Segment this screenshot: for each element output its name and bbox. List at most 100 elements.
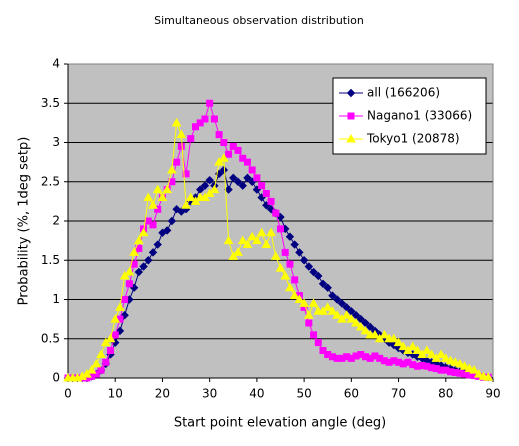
marker [86,365,97,374]
y-tick-label: 3.5 [41,96,60,110]
marker [285,282,295,292]
marker [445,355,456,365]
y-tick-label: 1 [52,292,60,306]
marker [157,192,168,201]
marker [393,337,404,347]
marker [96,349,106,358]
marker [289,290,300,300]
marker [210,115,218,123]
marker [455,358,465,368]
y-tick-label: 0.5 [41,331,60,345]
y-tick-label: 2.5 [41,174,60,188]
marker [309,267,318,277]
marker [200,181,210,190]
marker [139,262,148,271]
marker [256,227,267,237]
marker [153,240,162,249]
marker [91,358,102,368]
marker [314,339,322,347]
marker [242,239,253,249]
x-tick-label: 20 [155,387,170,401]
marker [110,314,121,323]
marker [266,227,276,237]
marker [243,173,252,183]
marker [332,310,343,319]
marker [398,341,409,351]
marker [152,184,163,194]
marker [129,247,139,256]
marker [233,177,243,186]
marker [229,173,238,183]
marker [291,276,299,284]
marker [285,232,295,241]
x-tick-label: 60 [344,387,359,401]
marker [219,165,229,175]
marker [248,166,256,174]
marker [262,190,270,198]
marker [102,358,110,366]
marker [121,296,129,303]
marker [115,302,125,311]
marker [346,88,356,98]
marker [310,331,318,339]
marker [97,366,105,374]
marker [149,221,157,229]
marker [181,200,191,209]
marker [281,248,289,256]
chart-title: Simultaneous observation distribution [154,14,364,27]
marker [328,291,337,300]
marker [337,299,347,308]
marker [148,248,158,257]
marker [280,270,291,280]
marker [261,239,272,249]
marker [450,357,461,366]
marker [286,260,294,268]
marker [247,231,258,241]
x-tick-label: 0 [64,387,72,401]
marker [143,192,154,201]
marker [299,298,309,307]
marker [233,247,243,256]
marker [332,295,342,304]
marker [341,310,352,319]
legend-label: all (166206) [367,86,440,100]
marker [177,142,185,150]
marker [299,256,309,265]
marker [201,115,209,123]
marker [473,369,484,378]
marker [370,329,380,339]
marker [162,184,173,194]
x-tick-label: 30 [202,387,217,401]
marker [237,235,248,245]
marker [220,139,228,146]
marker [318,279,328,289]
x-axis-label: Start point elevation angle (deg) [174,416,386,431]
marker [215,131,223,139]
marker [135,244,143,252]
marker [407,341,418,351]
marker [205,175,214,185]
marker [185,192,196,201]
y-tick-label: 1.5 [41,253,60,267]
marker [206,99,214,107]
marker [187,135,195,143]
marker [412,345,423,355]
x-tick-label: 50 [296,387,311,401]
marker [138,227,149,237]
marker [167,164,177,174]
y-tick-label: 4 [52,57,60,71]
marker [272,209,280,217]
x-tick-label: 10 [108,387,123,401]
marker [214,169,224,179]
marker [314,271,323,281]
marker [124,267,135,276]
marker [144,256,153,265]
marker [134,267,144,277]
marker [225,150,233,158]
marker [176,129,187,139]
legend-label: Nagano1 (33066) [367,109,472,123]
marker [111,331,119,339]
marker [238,181,247,190]
